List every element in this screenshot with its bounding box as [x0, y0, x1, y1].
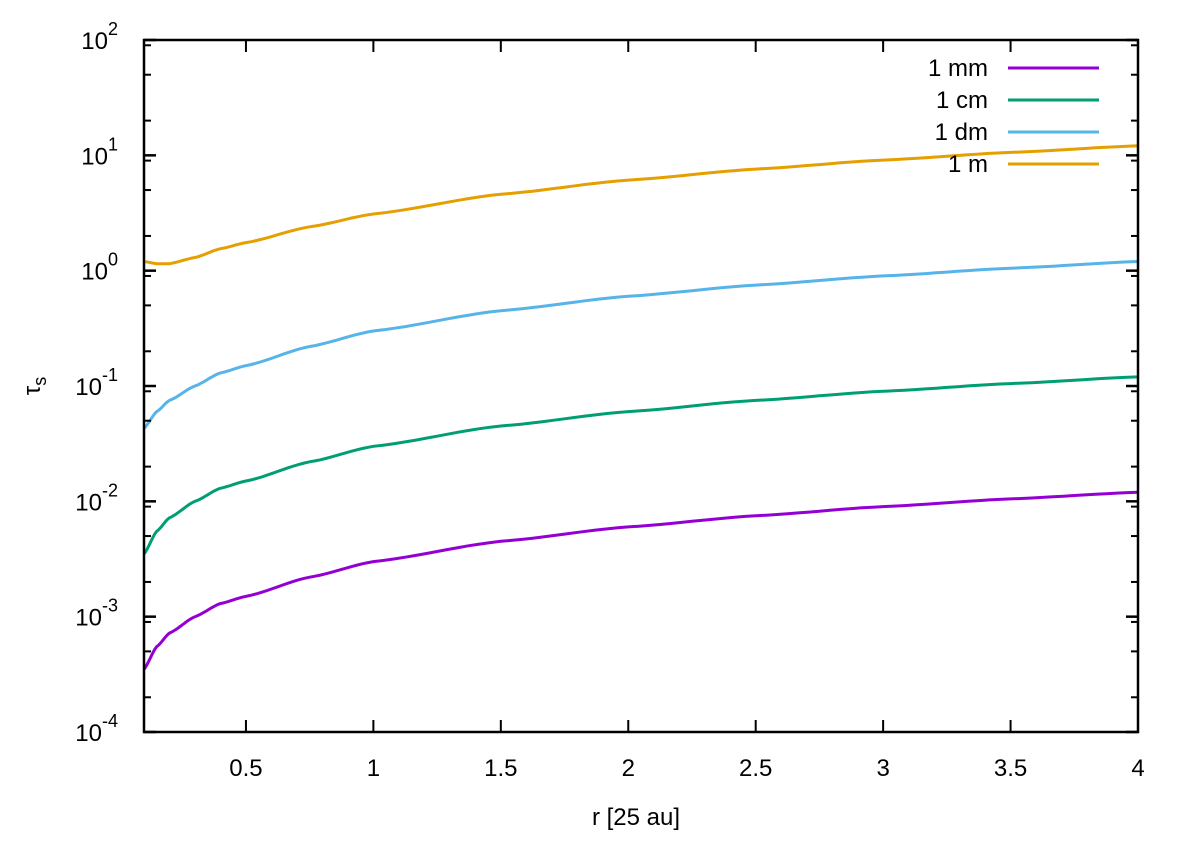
y-tick-label: 10-4: [75, 711, 118, 747]
x-tick-label: 0.5: [229, 755, 262, 782]
x-tick-label: 1.5: [484, 755, 517, 782]
y-axis-title: τs: [19, 377, 50, 395]
y-tick-label: 10-1: [75, 365, 118, 401]
legend-label: 1 mm: [928, 55, 988, 82]
x-axis-title: r [25 au]: [592, 804, 680, 831]
axis-ticks: [144, 38, 1139, 734]
x-tick-label: 4: [1131, 755, 1144, 782]
legend-label: 1 m: [948, 151, 988, 178]
y-tick-label: 10-3: [75, 596, 118, 632]
series-line-1-m: [143, 144, 1139, 266]
x-tick-label: 2: [622, 755, 635, 782]
x-tick-label: 2.5: [739, 755, 772, 782]
y-tick-label: 100: [81, 250, 118, 286]
x-tick-label: 3.5: [994, 755, 1027, 782]
x-tick-label: 3: [876, 755, 889, 782]
plot-lines: [142, 144, 1139, 671]
series-line-1-mm: [142, 490, 1139, 671]
series-line-1-dm: [142, 260, 1139, 430]
legend: 1 mm 1 cm 1 dm 1 m: [928, 55, 1099, 178]
y-tick-labels: 102 101 100 10-1 10-2 10-3 10-4: [75, 19, 118, 747]
y-tick-label: 102: [81, 19, 118, 55]
legend-label: 1 cm: [936, 87, 988, 114]
y-tick-label: 101: [81, 134, 118, 170]
legend-label: 1 dm: [935, 119, 988, 146]
x-tick-label: 1: [367, 755, 380, 782]
x-tick-labels: 0.5 1 1.5 2 2.5 3 3.5 4: [229, 755, 1144, 782]
y-tick-label: 10-2: [75, 480, 118, 516]
series-line-1-cm: [142, 375, 1139, 555]
